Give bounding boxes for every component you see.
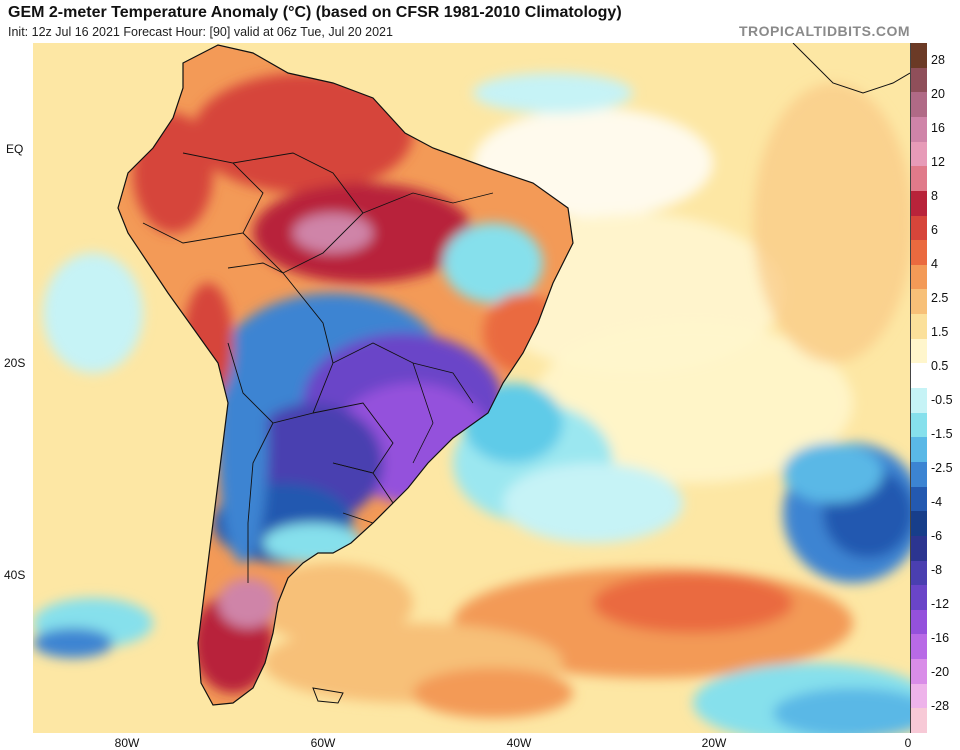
colorbar-swatch <box>911 215 927 241</box>
lat-tick-eq: EQ <box>6 142 24 156</box>
coastline-borders <box>117 43 910 706</box>
colorbar-swatch <box>911 314 927 340</box>
anomaly-map-svg <box>33 43 910 733</box>
lon-tick-20w: 20W <box>701 736 727 750</box>
colorbar-label: 8 <box>931 189 938 203</box>
colorbar-label: 16 <box>931 121 945 135</box>
colorbar-swatch <box>911 461 927 488</box>
colorbar <box>910 43 927 734</box>
colorbar-swatch <box>911 141 927 167</box>
colorbar-label: -1.5 <box>931 427 953 441</box>
colorbar-swatch <box>911 116 927 143</box>
colorbar-swatch <box>911 609 927 635</box>
colorbar-swatch <box>911 363 927 389</box>
colorbar-label: -12 <box>931 597 950 611</box>
colorbar-label: 0.5 <box>931 359 949 373</box>
colorbar-swatch <box>911 659 927 685</box>
lon-tick-60w: 60W <box>310 736 336 750</box>
colorbar-swatch <box>911 166 927 192</box>
colorbar-label: -8 <box>931 563 943 577</box>
lon-tick-80w: 80W <box>114 736 140 750</box>
colorbar-label: 6 <box>931 223 938 237</box>
colorbar-swatch <box>911 437 927 463</box>
colorbar-label: -2.5 <box>931 461 953 475</box>
colorbar-swatch <box>911 338 927 364</box>
anomaly-map[interactable] <box>33 43 910 733</box>
colorbar-swatch <box>911 264 927 290</box>
colorbar-swatch <box>911 511 927 537</box>
colorbar-swatch <box>911 708 927 734</box>
colorbar-swatch <box>911 388 927 414</box>
lat-tick-20s: 20S <box>4 356 26 370</box>
colorbar-swatch <box>911 190 927 216</box>
lat-tick-40s: 40S <box>4 568 26 582</box>
colorbar-swatch <box>911 486 927 512</box>
colorbar-label: 28 <box>931 53 945 67</box>
map-title: GEM 2-meter Temperature Anomaly (°C) (ba… <box>8 4 622 21</box>
colorbar-label: -16 <box>931 631 950 645</box>
colorbar-label: -4 <box>931 495 943 509</box>
colorbar-label: 20 <box>931 87 945 101</box>
colorbar-label: 12 <box>931 155 945 169</box>
colorbar-swatch <box>911 240 927 266</box>
map-subtitle: Init: 12z Jul 16 2021 Forecast Hour: [90… <box>8 25 393 39</box>
colorbar-swatch <box>911 585 927 611</box>
colorbar-label: 2.5 <box>931 291 949 305</box>
colorbar-label: 1.5 <box>931 325 949 339</box>
colorbar-swatch <box>911 43 927 69</box>
colorbar-swatch <box>911 412 927 438</box>
colorbar-label: -0.5 <box>931 393 953 407</box>
colorbar-swatch <box>911 634 927 660</box>
colorbar-swatch <box>911 92 927 118</box>
colorbar-label: -28 <box>931 699 950 713</box>
colorbar-label: -6 <box>931 529 943 543</box>
colorbar-swatch <box>911 67 927 93</box>
colorbar-label: -20 <box>931 665 950 679</box>
lon-tick-0: 0 <box>904 736 912 750</box>
lon-tick-40w: 40W <box>506 736 532 750</box>
colorbar-label: 4 <box>931 257 938 271</box>
credit-watermark: TROPICALTIDBITS.COM <box>738 23 910 39</box>
colorbar-swatch <box>911 535 927 561</box>
colorbar-swatch <box>911 289 927 315</box>
colorbar-swatch <box>911 560 927 586</box>
colorbar-swatch <box>911 683 927 709</box>
